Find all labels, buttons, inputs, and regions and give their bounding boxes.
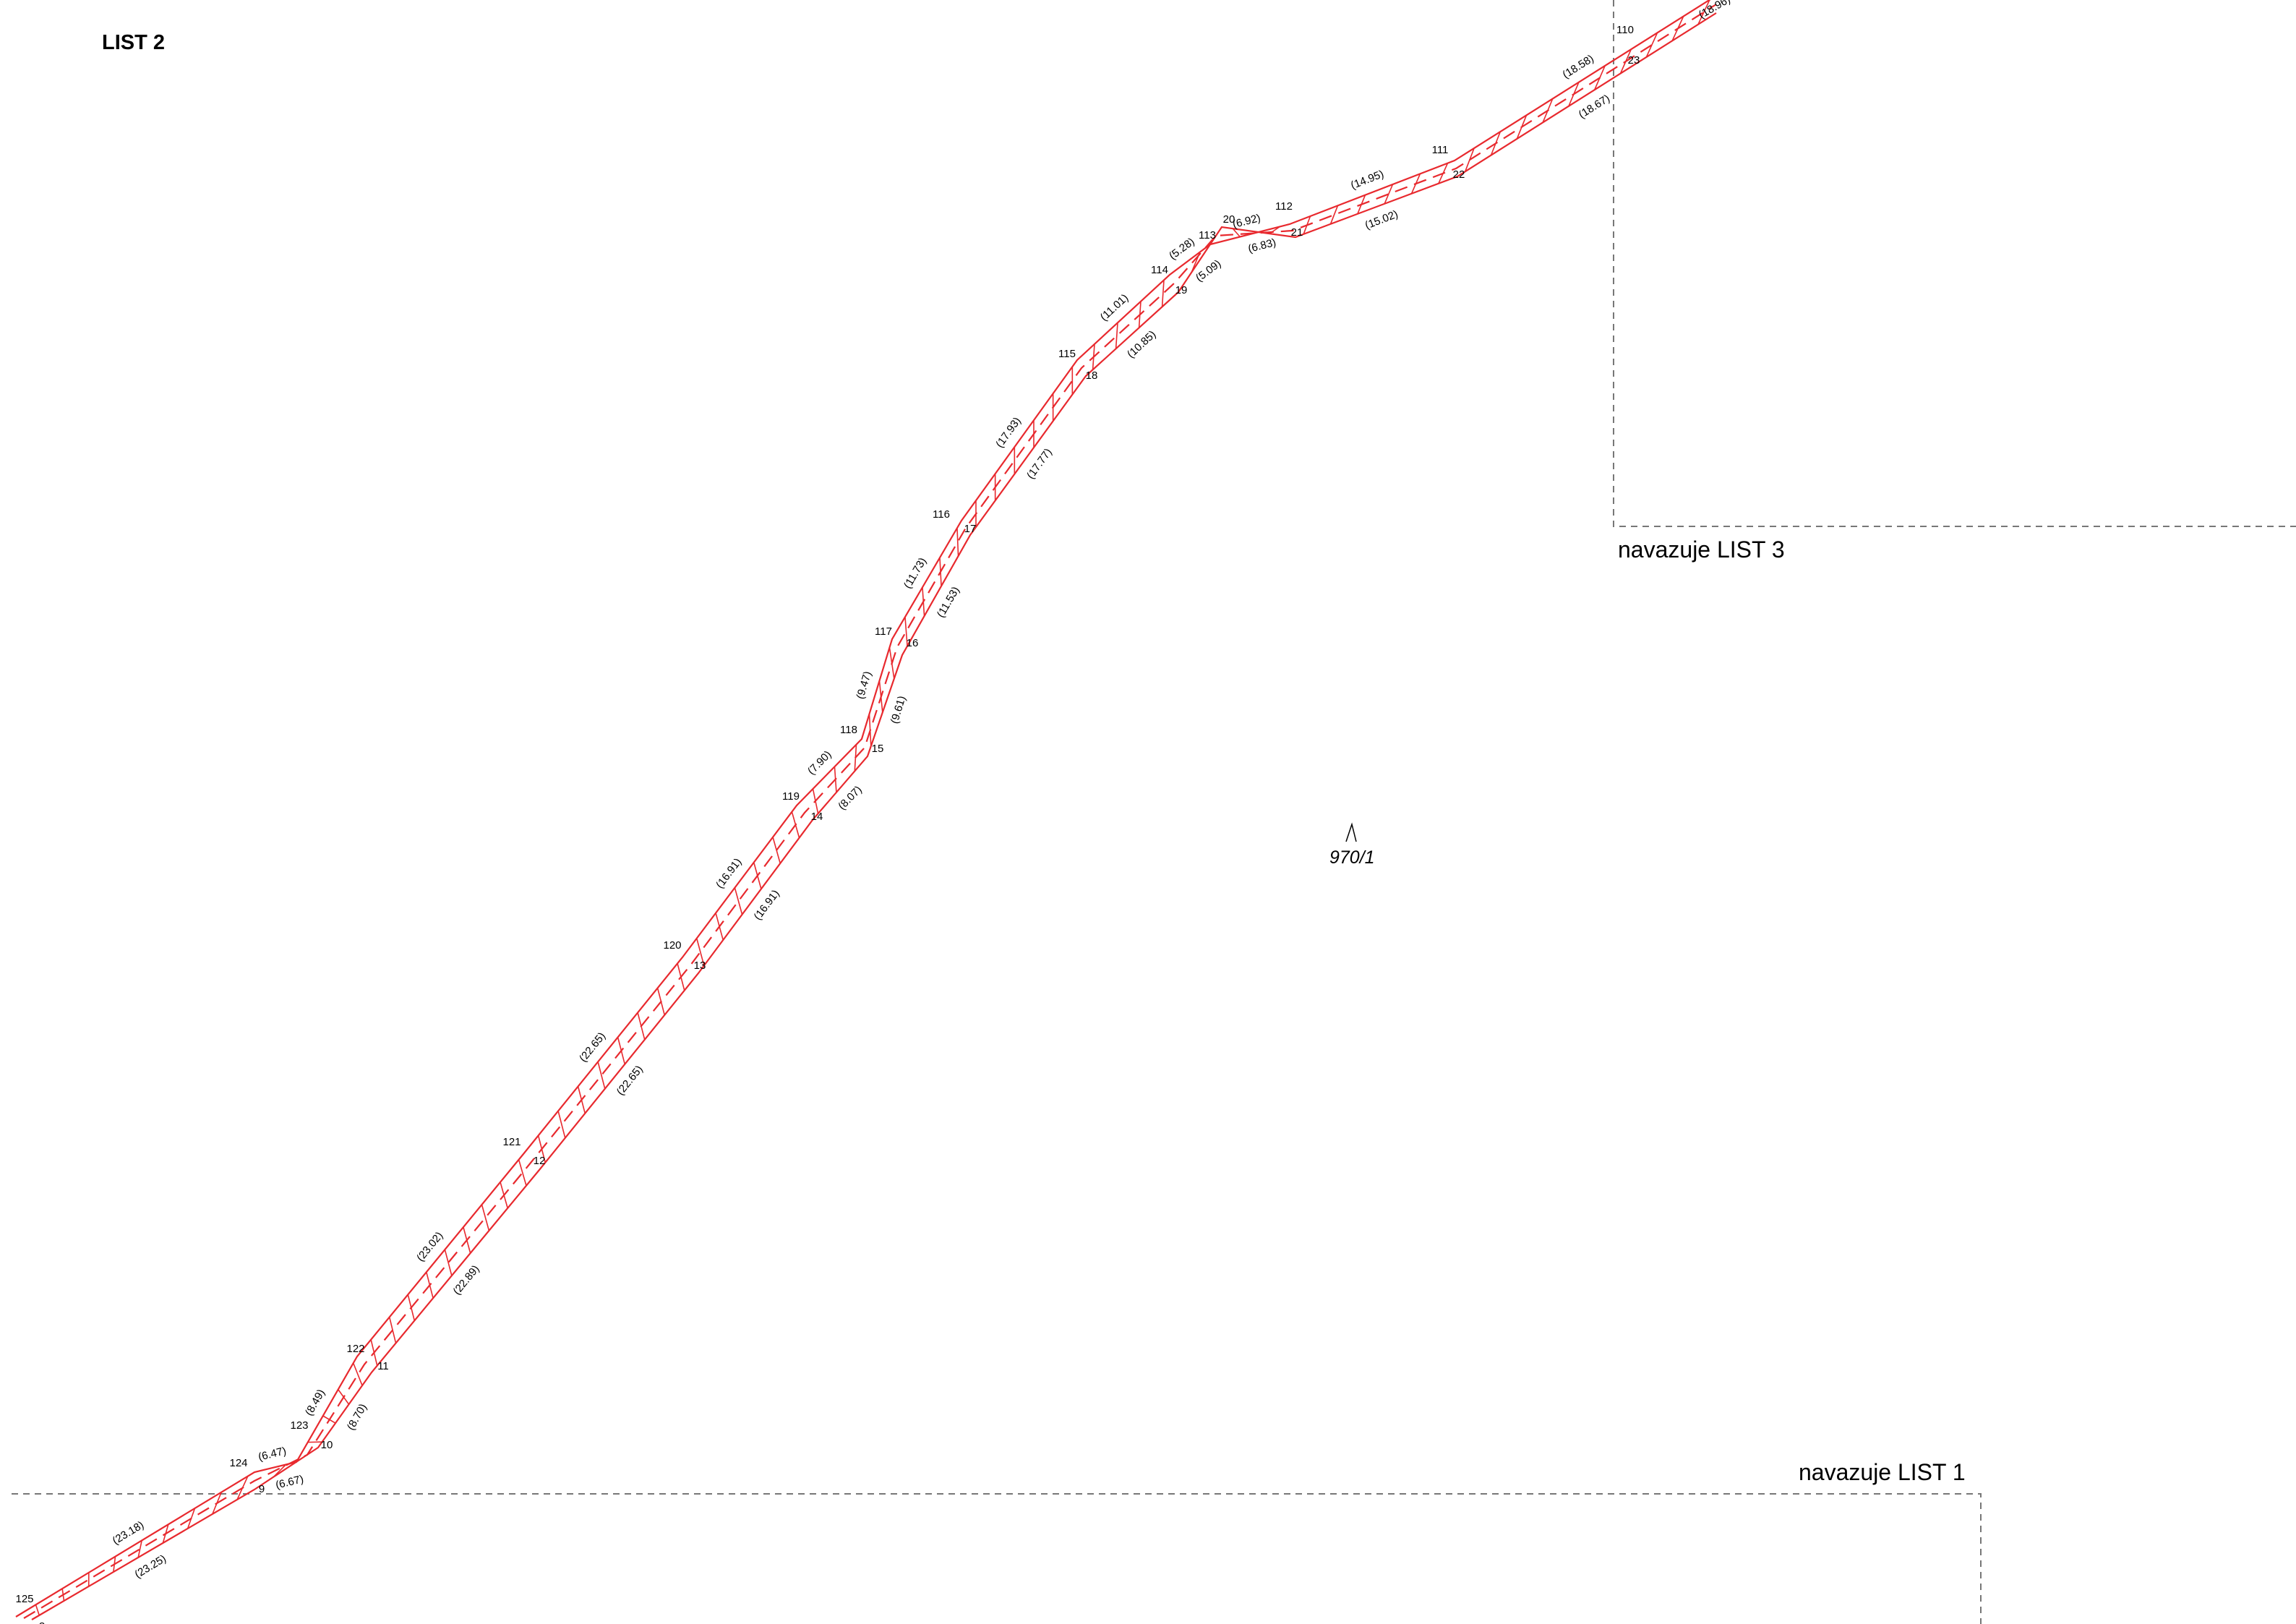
lower-point-number: 11 [377,1360,389,1372]
lower-point-number: 20 [1223,213,1235,226]
lower-length-label: (15.02) [1363,208,1400,232]
hatch-stroke [35,1604,40,1616]
lower-length-label: (10.85) [1125,328,1158,361]
upper-point-number: 111 [1432,144,1449,156]
upper-length-label: (23.02) [414,1229,445,1264]
upper-boundary-line [15,0,1711,1617]
lower-point-number: 8 [39,1620,45,1624]
lower-length-label: (22.89) [450,1263,481,1298]
lower-length-label: (16.91) [752,888,782,923]
hatch-stroke [1161,280,1165,307]
parcel-number-label: 970/1 [1329,847,1375,868]
upper-point-number: 123 [290,1419,308,1432]
upper-point-number: 112 [1275,200,1293,213]
lower-point-number: 12 [534,1155,546,1167]
upper-point-number: 110 [1616,24,1634,36]
upper-point-number: 120 [663,939,681,952]
hatch-stroke [1645,32,1658,58]
lower-point-number: 14 [811,811,823,823]
upper-length-label: (6.92) [1231,212,1261,231]
hatch-stroke [444,1249,453,1276]
hatch-stroke [597,1061,606,1089]
lower-point-number: 10 [321,1439,333,1451]
upper-point-number: 124 [229,1457,247,1469]
lower-point-number: 18 [1086,369,1098,382]
lower-point-number: 19 [1175,284,1188,296]
lower-point-number: 21 [1291,226,1303,239]
lower-length-label: (22.65) [614,1063,646,1098]
upper-point-number: 113 [1199,229,1216,242]
hatch-stroke [353,1362,363,1386]
upper-length-label: (18.58) [1561,52,1596,81]
lower-point-number: 17 [964,523,977,535]
upper-point-number: 118 [840,724,857,736]
hatch-stroke [1115,322,1118,349]
lower-point-number: 9 [259,1483,265,1495]
hatch-stroke [734,887,743,915]
upper-point-number: 119 [782,790,800,803]
lower-length-label: (6.83) [1247,236,1277,255]
corridor-hatch-band [15,0,1717,1620]
lower-point-number: 23 [1628,54,1640,67]
upper-length-label: (14.95) [1349,168,1385,192]
lower-point-number: 13 [694,960,706,972]
list1-reference-label: navazuje LIST 1 [1799,1459,1966,1485]
lower-point-number: 22 [1453,168,1465,181]
list1-frame-line [12,1493,1982,1624]
hatch-stroke [273,1463,287,1478]
list3-reference-label: navazuje LIST 3 [1618,537,1785,563]
upper-point-number: 125 [15,1593,33,1605]
hatch-stroke [557,1111,566,1138]
hatch-stroke [695,938,705,966]
hatch-stroke [518,1159,527,1186]
corridor-axis-line [23,4,1717,1619]
upper-point-number: 115 [1058,348,1076,360]
point-labels: 1251241231221211201191181171161151141131… [15,0,1732,1624]
hatch-stroke [481,1204,490,1231]
upper-length-label: (9.47) [854,670,874,700]
upper-length-label: (11.01) [1098,291,1131,323]
upper-point-number: 121 [502,1136,521,1148]
hatch-stroke [1384,184,1394,205]
hatch-stroke [956,528,959,557]
hatch-stroke [904,617,908,646]
lower-point-number: 15 [872,743,884,755]
lower-length-label: (9.61) [888,694,909,725]
hatch-stroke [1329,205,1339,225]
upper-length-label: (7.90) [805,748,834,777]
upper-point-number: 122 [346,1343,364,1355]
lower-length-label: (17.77) [1024,446,1055,482]
lower-point-number: 16 [907,637,919,649]
upper-length-label: (6.47) [257,1445,288,1463]
hatch-stroke [388,1317,397,1343]
upper-length-label: (16.91) [714,856,744,891]
upper-length-label: (11.73) [901,555,929,591]
lower-length-label: (18.67) [1577,93,1612,121]
lower-boundary-line [31,12,1717,1620]
hatch-stroke [1697,0,1710,25]
parcel-marker [1345,822,1357,842]
upper-point-number: 114 [1151,264,1168,276]
hatch-stroke [137,1540,142,1558]
lower-length-label: (6.67) [275,1473,305,1492]
upper-point-number: 116 [933,508,950,521]
upper-length-label: (17.93) [993,415,1024,450]
upper-point-number: 117 [875,625,892,638]
lower-length-label: (18.96) [1697,0,1733,21]
upper-length-label: (22.65) [577,1030,608,1065]
sheet-title: LIST 2 [102,31,166,54]
hatch-stroke [1232,228,1241,238]
list3-frame-line [1613,0,2296,527]
sheet-frames [12,0,2296,1624]
